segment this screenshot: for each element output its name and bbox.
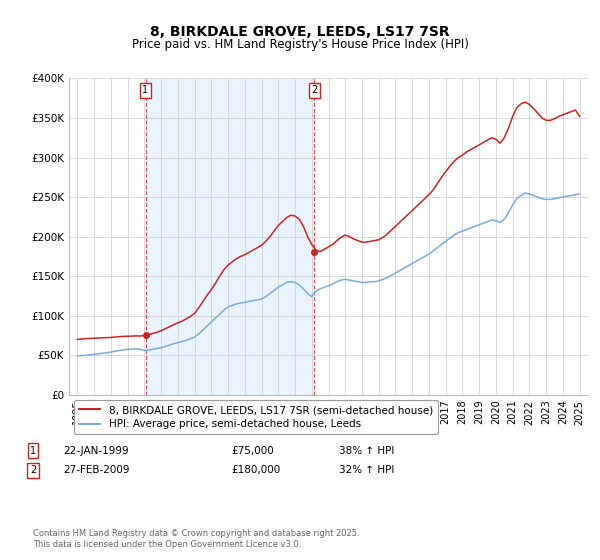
Text: Price paid vs. HM Land Registry's House Price Index (HPI): Price paid vs. HM Land Registry's House … <box>131 38 469 50</box>
Text: 22-JAN-1999: 22-JAN-1999 <box>63 446 128 456</box>
Text: 1: 1 <box>142 85 149 95</box>
Text: 2: 2 <box>30 465 36 475</box>
Text: 32% ↑ HPI: 32% ↑ HPI <box>339 465 394 475</box>
Text: Contains HM Land Registry data © Crown copyright and database right 2025.
This d: Contains HM Land Registry data © Crown c… <box>33 529 359 549</box>
Text: 8, BIRKDALE GROVE, LEEDS, LS17 7SR: 8, BIRKDALE GROVE, LEEDS, LS17 7SR <box>150 25 450 39</box>
Text: 2: 2 <box>311 85 317 95</box>
Text: 27-FEB-2009: 27-FEB-2009 <box>63 465 130 475</box>
Bar <box>146 78 314 395</box>
Text: £180,000: £180,000 <box>231 465 280 475</box>
Legend: 8, BIRKDALE GROVE, LEEDS, LS17 7SR (semi-detached house), HPI: Average price, se: 8, BIRKDALE GROVE, LEEDS, LS17 7SR (semi… <box>74 400 438 435</box>
Text: £75,000: £75,000 <box>231 446 274 456</box>
Text: 1: 1 <box>30 446 36 456</box>
Text: 38% ↑ HPI: 38% ↑ HPI <box>339 446 394 456</box>
